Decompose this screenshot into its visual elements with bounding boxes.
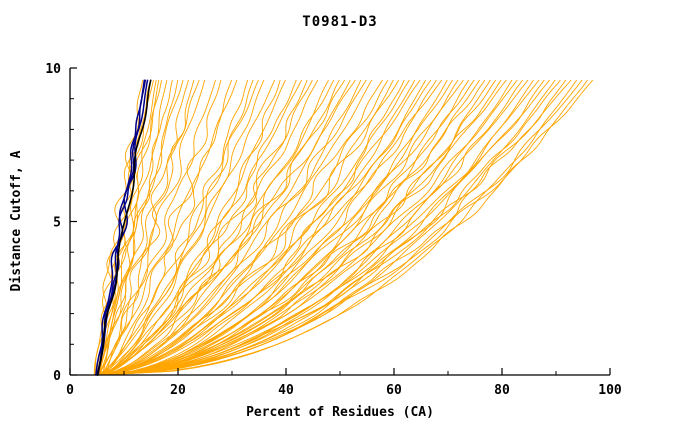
model-curve-other-models (98, 79, 160, 376)
model-curve-highlighted-model-black (96, 79, 152, 376)
model-curve-other-models (99, 79, 540, 376)
model-curve-other-models (99, 79, 475, 376)
model-curve-other-models (96, 79, 480, 376)
model-curve-other-models (99, 79, 259, 376)
model-curve-other-models (97, 79, 313, 376)
x-axis-label: Percent of Residues (CA) (246, 405, 434, 420)
model-curve-other-models (97, 79, 184, 376)
model-curve-other-models (102, 79, 464, 376)
model-curve-other-models (99, 79, 351, 376)
model-curve-other-models (101, 79, 545, 376)
x-tick-label: 20 (170, 383, 186, 398)
model-curve-other-models (101, 79, 362, 376)
y-tick-label: 5 (53, 216, 61, 231)
model-curve-other-models (99, 79, 507, 376)
model-curve-other-models (96, 79, 572, 376)
model-curve-other-models (101, 79, 399, 376)
model-curve-other-models (100, 79, 426, 376)
model-curve-other-models (96, 79, 405, 376)
model-curve-other-models (96, 79, 297, 376)
x-tick-label: 40 (278, 383, 294, 398)
model-curve-other-models (100, 79, 373, 376)
model-curve-other-models (96, 79, 216, 376)
model-curve-other-models (99, 79, 394, 376)
model-curve-other-models (101, 79, 329, 376)
model-curve-other-models (100, 79, 302, 376)
model-curve-other-models (96, 79, 162, 376)
y-tick-label: 0 (53, 369, 61, 384)
y-axis-label: Distance Cutoff, A (9, 150, 24, 291)
model-curve-other-models (97, 79, 550, 376)
model-curve-other-models (98, 79, 523, 376)
model-curve-other-models (101, 79, 486, 376)
x-tick-label: 80 (494, 383, 510, 398)
model-curve-highlighted-models-blue (95, 79, 147, 376)
model-curve-other-models (97, 79, 593, 376)
y-tick-label: 10 (45, 62, 61, 77)
model-curve-other-models (98, 79, 367, 376)
x-tick-label: 60 (386, 383, 402, 398)
model-curve-other-models (101, 79, 308, 376)
model-curve-other-models (97, 79, 534, 376)
axes-layer: 0 20 40 60 80 100 0 5 10 (45, 62, 622, 398)
model-curve-other-models (101, 79, 206, 376)
model-curve-other-models (103, 79, 249, 376)
model-curve-other-models (95, 79, 518, 376)
model-curve-other-models (98, 79, 335, 376)
model-curve-other-models (95, 79, 442, 376)
model-curve-other-models (104, 79, 189, 376)
model-curve-other-models (100, 79, 496, 376)
model-curve-other-models (103, 79, 340, 376)
model-curve-other-models (96, 79, 383, 376)
x-tick-label: 100 (598, 383, 622, 398)
model-curve-other-models (103, 79, 416, 376)
model-curve-other-models (99, 79, 448, 376)
model-curve-other-models (102, 79, 286, 376)
model-curve-other-models (96, 79, 345, 376)
model-curve-other-models (95, 79, 179, 376)
model-curve-other-models (95, 79, 356, 376)
model-curve-other-models (99, 79, 561, 376)
model-curve-other-models (96, 79, 275, 376)
model-curve-other-models (101, 79, 222, 376)
model-curve-other-models (99, 79, 232, 376)
model-curve-other-models (99, 79, 588, 376)
model-curve-other-models (98, 79, 583, 376)
model-curve-other-models (96, 79, 421, 376)
curves-layer (93, 79, 593, 376)
model-curve-other-models (96, 79, 254, 376)
chart-title: T0981-D3 (302, 14, 377, 30)
model-curve-other-models (98, 79, 410, 376)
model-curve-other-models (96, 79, 200, 376)
model-curve-other-models (95, 79, 238, 376)
x-tick-label: 0 (66, 383, 74, 398)
model-curve-other-models (101, 79, 529, 376)
